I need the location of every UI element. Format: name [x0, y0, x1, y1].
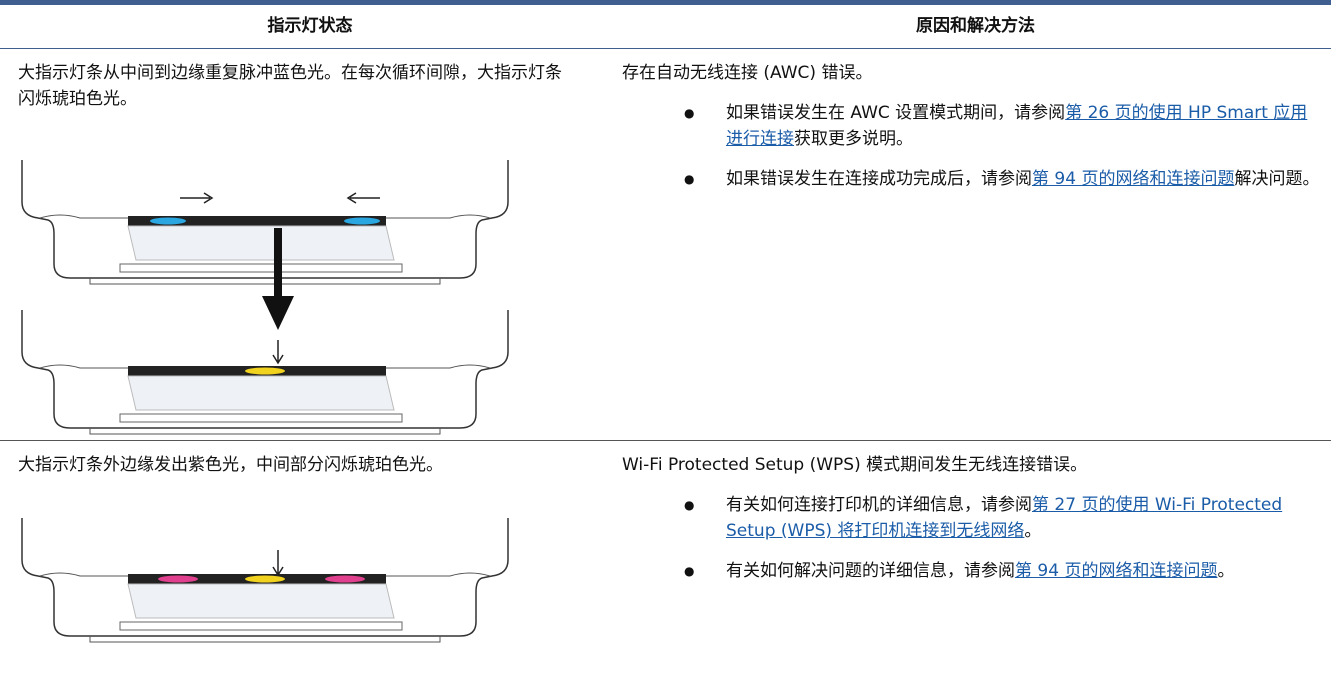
- cause-cell: Wi-Fi Protected Setup (WPS) 模式期间发生无线连接错误…: [622, 452, 1322, 598]
- text: 如果错误发生在连接成功完成后，请参阅: [726, 169, 1032, 189]
- cause-text: 存在自动无线连接 (AWC) 错误。: [622, 63, 873, 83]
- text: 有关如何解决问题的详细信息，请参阅: [726, 561, 1015, 581]
- link[interactable]: 第 94 页的网络和连接问题: [1015, 561, 1218, 581]
- rule: [0, 440, 1331, 441]
- bullet-item: 如果错误发生在连接成功完成后，请参阅第 94 页的网络和连接问题解决问题。: [622, 166, 1322, 192]
- link[interactable]: 第 27 页的使用 Wi-Fi Protected Setup (WPS) 将打…: [726, 495, 1283, 541]
- top-bar: [0, 0, 1331, 5]
- state-text: 大指示灯条外边缘发出紫色光，中间部分闪烁琥珀色光。: [18, 455, 443, 475]
- bullet-item: 如果错误发生在 AWC 设置模式期间，请参阅第 26 页的使用 HP Smart…: [622, 100, 1322, 152]
- bullet-list: 有关如何连接打印机的详细信息，请参阅第 27 页的使用 Wi-Fi Protec…: [622, 492, 1322, 584]
- link[interactable]: 第 94 页的网络和连接问题: [1032, 169, 1235, 189]
- bullet-item: 有关如何解决问题的详细信息，请参阅第 94 页的网络和连接问题。: [622, 558, 1322, 584]
- printer-illustration: [21, 517, 509, 643]
- printer-illustration: [21, 159, 509, 435]
- rule: [0, 48, 1331, 49]
- cause-cell: 存在自动无线连接 (AWC) 错误。如果错误发生在 AWC 设置模式期间，请参阅…: [622, 60, 1322, 206]
- state-text: 大指示灯条从中间到边缘重复脉冲蓝色光。在每次循环间隙，大指示灯条闪烁琥珀色光。: [18, 63, 562, 109]
- text: 解决问题。: [1234, 169, 1320, 189]
- text: 有关如何连接打印机的详细信息，请参阅: [726, 495, 1032, 515]
- header-cell: 指示灯状态: [267, 16, 353, 36]
- text: 获取更多说明。: [794, 129, 913, 149]
- text: 如果错误发生在 AWC 设置模式期间，请参阅: [726, 103, 1066, 123]
- cause-text: Wi-Fi Protected Setup (WPS) 模式期间发生无线连接错误…: [622, 455, 1088, 475]
- text: 。: [1024, 521, 1042, 541]
- header-cell: 原因和解决方法: [916, 16, 1035, 36]
- bullet-item: 有关如何连接打印机的详细信息，请参阅第 27 页的使用 Wi-Fi Protec…: [622, 492, 1322, 544]
- text: 。: [1217, 561, 1235, 581]
- bullet-list: 如果错误发生在 AWC 设置模式期间，请参阅第 26 页的使用 HP Smart…: [622, 100, 1322, 192]
- illustrations: [21, 159, 509, 643]
- link[interactable]: 第 26 页的使用 HP Smart 应用进行连接: [726, 103, 1308, 149]
